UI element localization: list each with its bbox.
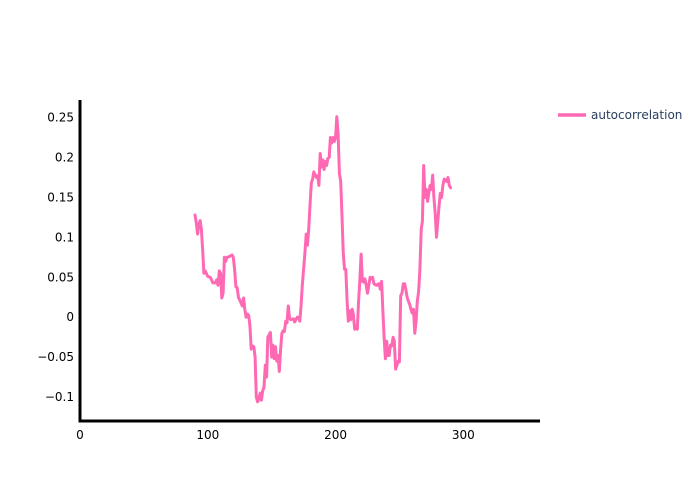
y-tick-label: 0.25 bbox=[47, 111, 74, 125]
y-tick-label: 0 bbox=[66, 310, 74, 324]
plot-area bbox=[193, 115, 453, 404]
x-tick-label: 200 bbox=[324, 428, 347, 442]
x-tick-label: 0 bbox=[76, 428, 84, 442]
legend-label-autocorrelation: autocorrelation bbox=[591, 108, 682, 122]
x-tick-label: 300 bbox=[452, 428, 475, 442]
y-tick-label: 0.1 bbox=[55, 230, 74, 244]
x-tick-label: 100 bbox=[196, 428, 219, 442]
y-tick-label: −0.05 bbox=[37, 350, 74, 364]
y-tick-label: 0.2 bbox=[55, 150, 74, 164]
legend[interactable]: autocorrelation bbox=[558, 108, 682, 122]
series-autocorrelation-line[interactable] bbox=[193, 115, 453, 404]
y-axis-ticks: −0.1 −0.05 0 0.05 0.1 0.15 0.2 0.25 bbox=[37, 111, 74, 404]
y-tick-label: 0.15 bbox=[47, 190, 74, 204]
x-axis-ticks: 0 100 200 300 bbox=[76, 428, 475, 442]
y-tick-label: 0.05 bbox=[47, 270, 74, 284]
y-tick-label: −0.1 bbox=[45, 390, 74, 404]
